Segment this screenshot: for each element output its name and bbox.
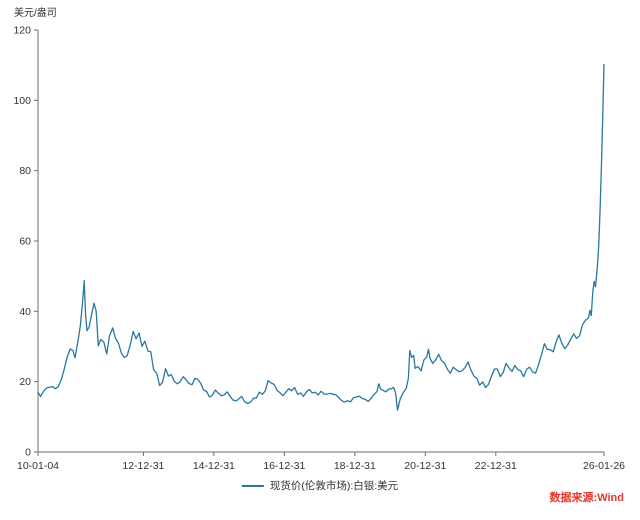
x-tick-label: 18-12-31 [334, 460, 376, 470]
y-tick-label: 20 [19, 376, 31, 388]
legend-label: 现货价(伦敦市场):白银:美元 [269, 480, 399, 492]
x-tick-label: 10-01-04 [17, 460, 59, 470]
x-tick-label: 22-12-31 [475, 460, 517, 470]
data-source-label: 数据来源:Wind [549, 492, 624, 504]
y-tick-label: 60 [19, 236, 31, 248]
x-tick-label: 20-12-31 [404, 460, 446, 470]
x-tick-label: 26-01-26 [583, 460, 625, 470]
y-tick-label: 120 [13, 25, 31, 37]
y-tick-label: 0 [25, 447, 31, 459]
y-axis-title: 美元/盎司 [14, 6, 57, 19]
x-tick-label: 12-12-31 [122, 460, 164, 470]
y-tick-label: 100 [13, 95, 31, 107]
x-tick-label: 16-12-31 [263, 460, 305, 470]
y-tick-label: 80 [19, 165, 31, 177]
price-line [37, 63, 605, 411]
chart-svg: 美元/盎司 0 20 40 60 80 100 120 10-01-04 12-12-31 14-1… [13, 6, 625, 472]
x-tick-label: 14-12-31 [193, 460, 235, 470]
y-tick-label: 40 [19, 306, 31, 318]
legend: 现货价(伦敦市场):白银:美元 [241, 478, 399, 493]
legend-line-swatch [241, 484, 264, 487]
